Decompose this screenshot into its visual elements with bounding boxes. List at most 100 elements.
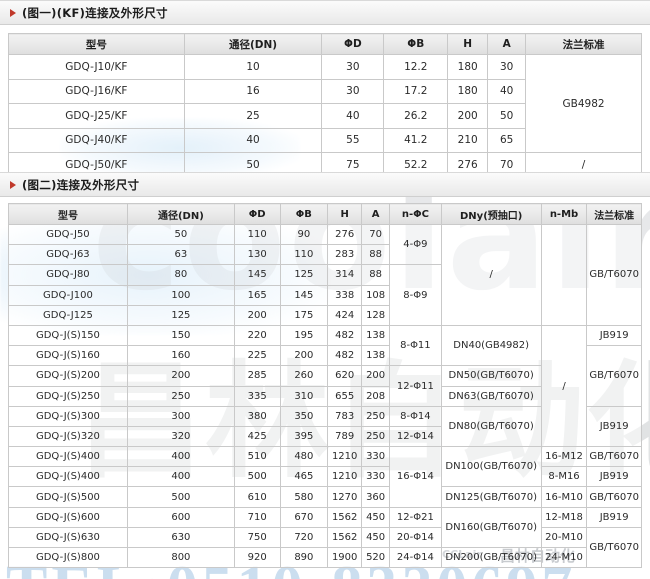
cell-phi-d: 55 bbox=[321, 127, 385, 153]
cell-a: 108 bbox=[361, 284, 391, 306]
cell-n-mb-group: 16-M10 bbox=[540, 486, 588, 508]
cell-model: GDQ-J125 bbox=[8, 304, 128, 326]
th-model: 型号 bbox=[8, 33, 185, 55]
cell-phi-d: 200 bbox=[233, 304, 281, 326]
cell-phi-d: 165 bbox=[233, 284, 281, 306]
section-header-figure-one: (图一)(KF)连接及外形尺寸 bbox=[0, 0, 650, 25]
cell-a: 250 bbox=[361, 405, 391, 427]
cell-dn: 100 bbox=[126, 284, 235, 306]
cell-dny-group: DN100(GB/T6070) bbox=[440, 446, 542, 488]
th-h: H bbox=[447, 33, 489, 55]
cell-phi-d: 30 bbox=[321, 54, 385, 80]
cell-dn: 10 bbox=[183, 54, 323, 80]
cell-phi-d: 425 bbox=[233, 425, 281, 448]
cell-phi-d: 285 bbox=[233, 365, 281, 387]
cell-flange-standard-group: GB/T6070 bbox=[586, 345, 642, 407]
th-phi-b: ΦB bbox=[279, 203, 329, 225]
cell-model: GDQ-J(S)500 bbox=[8, 486, 128, 508]
cell-dn: 80 bbox=[126, 264, 235, 286]
table-two-container: 型号 通径(DN) ΦD ΦB H A n-ΦC DNy(预抽口) n-Mb 法… bbox=[8, 203, 642, 569]
cell-dn: 320 bbox=[126, 425, 235, 448]
cell-flange-standard-group: GB/T6070 bbox=[586, 526, 642, 569]
cell-model: GDQ-J(S)800 bbox=[8, 546, 128, 569]
cell-phi-d: 710 bbox=[233, 506, 281, 528]
cell-model: GDQ-J(S)250 bbox=[8, 385, 128, 407]
cell-n-phi-c-group: 20-Φ14 bbox=[389, 526, 442, 549]
cell-flange-standard-group: GB/T6070 bbox=[586, 486, 642, 508]
table-row: GDQ-J(S)200 200 285 260 620 200 12-Φ11 DN50(GB/… bbox=[8, 365, 642, 407]
cell-h: 482 bbox=[327, 345, 363, 367]
cell-dn: 400 bbox=[126, 446, 235, 468]
cell-h: 482 bbox=[327, 324, 363, 347]
cell-phi-b: 12.2 bbox=[383, 54, 449, 80]
cell-model: GDQ-J50 bbox=[8, 223, 128, 246]
cell-phi-d: 750 bbox=[233, 526, 281, 549]
table-two-header-row: 型号 通径(DN) ΦD ΦB H A n-ΦC DNy(预抽口) n-Mb 法… bbox=[8, 203, 642, 225]
cell-dn: 16 bbox=[183, 78, 323, 104]
cell-flange-standard-group: JB919 bbox=[586, 466, 642, 488]
cell-a: 138 bbox=[361, 324, 391, 347]
table-one-container: 型号 通径(DN) ΦD ΦB H A 法兰标准 GDQ-J10/KF 10 3… bbox=[8, 33, 642, 178]
cell-n-mb-group: 8-M16 bbox=[540, 466, 588, 488]
cell-h: 1562 bbox=[327, 526, 363, 549]
cell-dn: 200 bbox=[126, 365, 235, 387]
cell-phi-d: 225 bbox=[233, 345, 281, 367]
cell-n-phi-c-group: 8-Φ9 bbox=[389, 264, 442, 326]
cell-phi-d: 110 bbox=[233, 223, 281, 246]
cell-dn: 600 bbox=[126, 506, 235, 528]
cell-phi-d: 145 bbox=[233, 264, 281, 286]
cell-model: GDQ-J80 bbox=[8, 264, 128, 286]
cell-phi-d: 220 bbox=[233, 324, 281, 347]
th-dn: 通径(DN) bbox=[183, 33, 323, 55]
cell-model: GDQ-J25/KF bbox=[8, 103, 185, 129]
cell-a: 330 bbox=[361, 446, 391, 468]
cell-a: 450 bbox=[361, 526, 391, 549]
cell-dny-group: DN40(GB4982) bbox=[440, 324, 542, 367]
th-phi-b: ΦB bbox=[383, 33, 449, 55]
cell-phi-b: 110 bbox=[279, 244, 329, 266]
cell-dny-group: DN50(GB/T6070) bbox=[440, 365, 542, 387]
th-flange-std: 法兰标准 bbox=[586, 203, 642, 225]
cell-model: GDQ-J40/KF bbox=[8, 127, 185, 153]
table-one-header-row: 型号 通径(DN) ΦD ΦB H A 法兰标准 bbox=[8, 33, 642, 55]
cell-phi-b: 465 bbox=[279, 466, 329, 488]
cell-dny-group: DN160(GB/T6070) bbox=[440, 506, 542, 549]
cell-phi-b: 480 bbox=[279, 446, 329, 468]
table-row: GDQ-J(S)400 400 510 480 1210 330 16-Φ14 DN100(G… bbox=[8, 446, 642, 508]
cell-dn: 125 bbox=[126, 304, 235, 326]
cell-n-mb-group: 24-M10 bbox=[540, 546, 588, 569]
cell-phi-d: 40 bbox=[321, 103, 385, 129]
cell-h: 276 bbox=[327, 223, 363, 246]
kf-dimensions-table: 型号 通径(DN) ΦD ΦB H A 法兰标准 GDQ-J10/KF 10 3… bbox=[8, 33, 642, 178]
cell-h: 1562 bbox=[327, 506, 363, 528]
cell-phi-b: 670 bbox=[279, 506, 329, 528]
cell-dny-group: / bbox=[440, 224, 542, 326]
th-model: 型号 bbox=[8, 203, 128, 225]
cell-a: 138 bbox=[361, 345, 391, 367]
cell-n-phi-c-group: 12-Φ11 bbox=[389, 365, 442, 407]
cell-n-mb-group: / bbox=[540, 324, 588, 448]
cell-dn: 800 bbox=[126, 546, 235, 569]
section-title-figure-two: (图二)连接及外形尺寸 bbox=[22, 177, 140, 192]
table-row: GDQ-J16/KF 16 30 17.2 180 40 bbox=[8, 78, 642, 104]
cell-phi-b: 145 bbox=[279, 284, 329, 306]
cell-model: GDQ-J(S)400 bbox=[8, 466, 128, 488]
cell-h: 210 bbox=[447, 127, 489, 153]
cell-phi-b: 890 bbox=[279, 546, 329, 569]
cell-phi-d: 30 bbox=[321, 78, 385, 104]
cell-model: GDQ-J(S)300 bbox=[8, 405, 128, 427]
cell-n-mb-group: 16-M12 bbox=[540, 446, 588, 468]
cell-phi-b: 41.2 bbox=[383, 127, 449, 153]
table-row: GDQ-J(S)800 800 920 890 1900 520 24-Φ14 DN200(G… bbox=[8, 546, 642, 569]
cell-phi-b: 195 bbox=[279, 324, 329, 347]
cell-dn: 63 bbox=[126, 244, 235, 266]
th-phi-d: ΦD bbox=[321, 33, 385, 55]
cell-model: GDQ-J63 bbox=[8, 244, 128, 266]
cell-model: GDQ-J(S)320 bbox=[8, 425, 128, 448]
cell-h: 424 bbox=[327, 304, 363, 326]
table-row: GDQ-J(S)150 150 220 195 482 138 8-Φ11 DN40(GB49… bbox=[8, 324, 642, 448]
cell-flange-standard-group: JB919 bbox=[586, 405, 642, 448]
cell-model: GDQ-J16/KF bbox=[8, 78, 185, 104]
cell-dn: 250 bbox=[126, 385, 235, 407]
cell-h: 1210 bbox=[327, 466, 363, 488]
